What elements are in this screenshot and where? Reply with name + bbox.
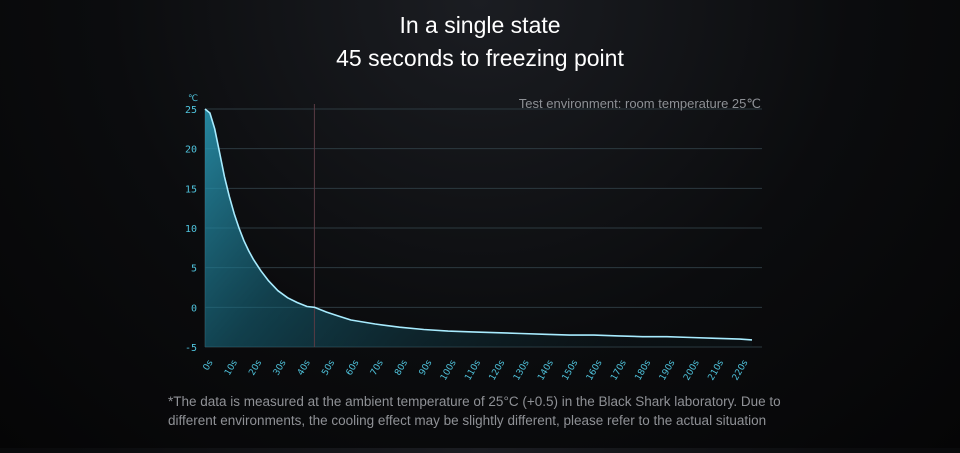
- x-tick-label: 210s: [707, 358, 727, 382]
- x-tick-label: 140s: [536, 358, 556, 382]
- x-tick-label: 130s: [512, 358, 532, 382]
- y-tick-label: 15: [185, 184, 197, 195]
- x-tick-label: 200s: [682, 358, 702, 382]
- x-tick-label: 90s: [418, 358, 435, 377]
- x-tick-label: 190s: [658, 358, 678, 382]
- y-tick-labels: 25 20 15 10 5 0 -5: [185, 105, 197, 354]
- x-tick-label: 220s: [731, 358, 751, 382]
- x-tick-label: 40s: [296, 358, 313, 377]
- chart-title-line1: In a single state: [399, 12, 561, 38]
- area-path: [205, 109, 752, 347]
- y-tick-label: 25: [185, 105, 197, 116]
- x-tick-label: 30s: [272, 358, 289, 377]
- x-tick-label: 120s: [488, 358, 508, 382]
- environment-note: Test environment: room temperature 25℃: [519, 96, 761, 111]
- series-line: [204, 108, 753, 341]
- x-tick-label: 60s: [345, 358, 362, 377]
- x-tick-label: 160s: [585, 358, 605, 382]
- x-tick-label: 80s: [393, 358, 410, 377]
- x-tick-label: 100s: [439, 358, 459, 382]
- x-tick-label: 150s: [561, 358, 581, 382]
- x-tick-label: 0s: [202, 358, 216, 372]
- x-tick-label: 50s: [320, 358, 337, 377]
- footnote: *The data is measured at the ambient tem…: [168, 394, 781, 428]
- y-tick-label: 0: [191, 303, 197, 314]
- x-tick-labels: 0s 10s 20s 30s 40s 50s 60s 70s 80s 90s 100s 110s 120…: [202, 358, 751, 382]
- y-tick-label: 10: [185, 224, 197, 235]
- x-tick-label: 70s: [369, 358, 386, 377]
- y-axis-unit-label: ℃: [188, 94, 198, 104]
- y-tick-label: -5: [185, 343, 197, 354]
- x-tick-label: 10s: [223, 358, 240, 377]
- y-tick-label: 5: [191, 264, 197, 275]
- area-fill: [205, 109, 752, 347]
- x-tick-label: 20s: [247, 358, 264, 377]
- x-tick-label: 110s: [463, 358, 483, 382]
- series-line-path: [204, 108, 753, 341]
- x-tick-label: 180s: [634, 358, 654, 382]
- y-tick-label: 20: [185, 145, 197, 156]
- x-tick-label: 170s: [609, 358, 629, 382]
- chart-title-line2: 45 seconds to freezing point: [336, 45, 624, 71]
